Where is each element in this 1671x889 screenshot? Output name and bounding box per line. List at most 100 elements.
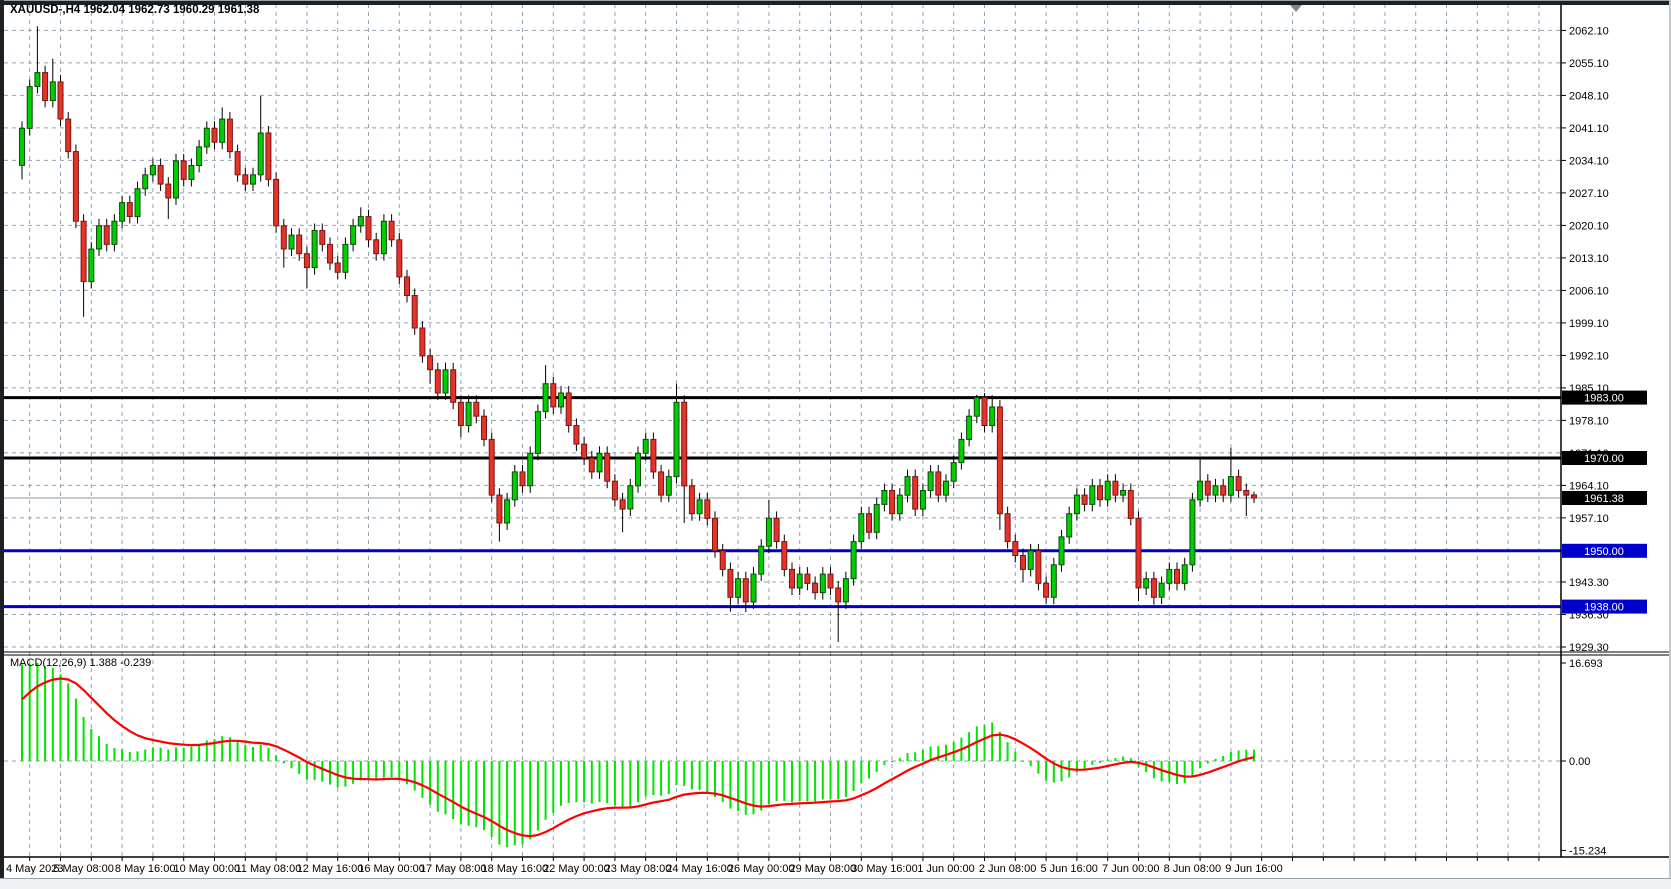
price-axis-label: 2006.10 [1569, 285, 1609, 297]
price-badge-1983.00: 1983.00 [1562, 390, 1647, 405]
price-axis-label: 1929.30 [1569, 642, 1609, 654]
time-axis-label: 9 Jun 16:00 [1225, 863, 1283, 875]
time-axis-label: 5 Jun 16:00 [1040, 863, 1098, 875]
candle [850, 534, 857, 586]
candle [342, 237, 349, 280]
candle [334, 256, 341, 280]
candle [742, 571, 749, 613]
candle [642, 432, 649, 461]
candle [80, 214, 87, 317]
time-axis-label: 30 May 16:00 [851, 863, 918, 875]
candle [943, 474, 949, 503]
candle [1020, 548, 1026, 582]
time-axis-label: 22 May 00:00 [543, 863, 610, 875]
candle [1204, 474, 1211, 503]
candle [242, 167, 249, 191]
candle [735, 571, 742, 605]
time-axis-label: 1 Jun 00:00 [917, 863, 975, 875]
candle [696, 492, 703, 521]
svg-text:1970.00: 1970.00 [1584, 453, 1624, 465]
candle [126, 195, 133, 224]
candle [804, 567, 811, 591]
price-badge-1970.00: 1970.00 [1562, 451, 1647, 465]
candle [681, 395, 688, 523]
candle [296, 228, 303, 261]
candle [1097, 478, 1103, 507]
candle [1004, 506, 1011, 549]
candle [765, 499, 772, 554]
candlestick-series [19, 26, 1257, 642]
candle [812, 576, 819, 600]
candle [134, 181, 141, 224]
candle [719, 543, 726, 577]
window-frame-top [0, 0, 1671, 5]
candle [319, 223, 326, 252]
price-axis-label: 1978.10 [1569, 415, 1609, 427]
price-axis-label: 2055.10 [1569, 58, 1609, 70]
candle [396, 232, 403, 284]
time-axis-label: 11 May 08:00 [235, 863, 301, 875]
window-frame-left [0, 0, 4, 878]
candle [119, 195, 126, 229]
candle [1197, 458, 1204, 507]
candle [427, 348, 434, 384]
candle [950, 455, 957, 489]
window-frame-right [1669, 0, 1671, 878]
candle [288, 228, 295, 256]
candle [873, 497, 880, 540]
time-axis-label: 8 May 16:00 [115, 863, 176, 875]
candle [465, 395, 472, 433]
candle [1243, 483, 1250, 516]
svg-text:1961.38: 1961.38 [1584, 493, 1624, 505]
candle [1066, 506, 1073, 544]
candle [1112, 474, 1119, 503]
candle [727, 562, 734, 612]
macd-axis[interactable]: 16.693 0.00 -15.234 [1561, 658, 1606, 857]
candle [973, 394, 980, 424]
pane-separator[interactable] [0, 651, 1671, 656]
candle [842, 571, 849, 609]
candle [542, 365, 549, 419]
candle [142, 167, 149, 196]
macd-main-value: 1.388 [89, 657, 118, 669]
candle [1058, 530, 1065, 572]
chart-shift-marker-icon[interactable] [1290, 5, 1302, 12]
candle [280, 218, 287, 268]
candle [257, 95, 264, 182]
candle [781, 534, 788, 577]
svg-text:1983.00: 1983.00 [1584, 393, 1624, 405]
candle [1027, 543, 1034, 577]
macd-axis-label: 0.00 [1569, 756, 1590, 768]
grid [4, 4, 1561, 861]
candle [588, 451, 595, 479]
price-axis[interactable]: 2062.10 2055.10 2048.10 2041.10 2034.10 2027.… [1561, 25, 1609, 654]
time-axis-label: 17 May 08:00 [420, 863, 487, 875]
candle [26, 79, 33, 136]
candle [835, 581, 842, 642]
candle [604, 446, 611, 489]
candle [250, 167, 256, 191]
candle [958, 432, 965, 470]
candle [481, 409, 487, 447]
candle [473, 395, 480, 424]
candle [373, 232, 380, 261]
time-axis-label: 4 May 2023 [6, 863, 63, 875]
candle [226, 112, 233, 159]
candle [511, 465, 518, 507]
candle [234, 144, 241, 182]
macd-axis-label: 16.693 [1569, 658, 1603, 670]
candle [1050, 557, 1057, 605]
symbol-ohlc-title: XAUUSD-,H4 1962.04 1962.73 1960.29 1961.… [10, 4, 260, 16]
svg-text:1950.00: 1950.00 [1584, 546, 1624, 558]
candle [627, 478, 634, 516]
price-axis-label: 1999.10 [1569, 318, 1609, 330]
candle [157, 158, 164, 191]
candle [96, 218, 102, 256]
time-axis-label: 10 May 00:00 [173, 863, 240, 875]
candle [327, 237, 333, 270]
candle [404, 269, 410, 303]
candle [1166, 562, 1173, 591]
